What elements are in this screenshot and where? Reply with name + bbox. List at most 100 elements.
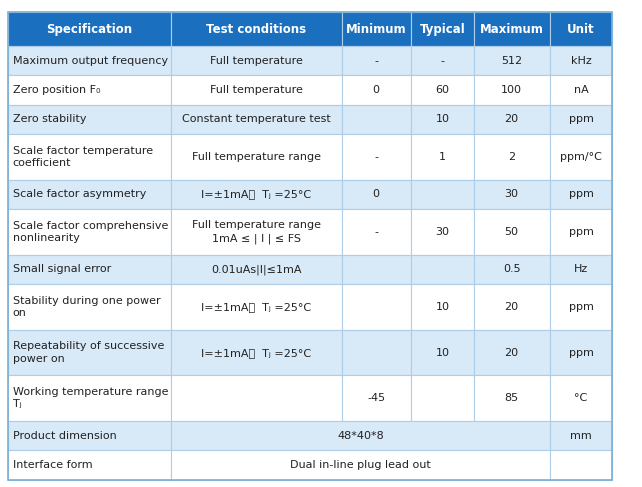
Bar [171,134,342,180]
Bar [550,209,612,255]
Bar [342,46,411,75]
Bar [474,330,550,375]
Bar [474,12,550,46]
Bar [550,12,612,46]
Bar [550,255,612,284]
Bar [411,180,474,209]
Bar [8,284,171,330]
Bar [411,284,474,330]
Bar [411,209,474,255]
Text: 10: 10 [435,114,449,125]
Text: Typical: Typical [419,22,465,36]
Text: Small signal error: Small signal error [13,264,111,275]
Bar [550,284,612,330]
Text: -: - [374,227,378,237]
Text: °C: °C [575,393,587,403]
Bar [342,209,411,255]
Bar [474,284,550,330]
Bar [474,134,550,180]
Text: -: - [440,56,444,66]
Bar [342,105,411,134]
Bar [550,46,612,75]
Text: 10: 10 [435,348,449,357]
Bar [342,375,411,421]
Bar [474,255,550,284]
Text: Interface form: Interface form [13,460,92,470]
Text: 0: 0 [373,85,379,95]
Bar [474,75,550,105]
Bar [171,421,550,450]
Text: 0.01uAs|I|≤1mA: 0.01uAs|I|≤1mA [211,264,302,275]
Bar [411,75,474,105]
Bar [474,375,550,421]
Bar [474,46,550,75]
Bar [411,12,474,46]
Bar [342,330,411,375]
Text: Full temperature range
1mA ≤ | I | ≤ FS: Full temperature range 1mA ≤ | I | ≤ FS [192,220,321,244]
Text: Scale factor asymmetry: Scale factor asymmetry [13,189,146,200]
Text: Product dimension: Product dimension [13,431,117,441]
Bar [550,75,612,105]
Text: Test conditions: Test conditions [207,22,306,36]
Text: Constant temperature test: Constant temperature test [182,114,331,125]
Bar [171,180,342,209]
Text: 20: 20 [505,114,519,125]
Text: Maximum output frequency: Maximum output frequency [13,56,168,66]
Text: ppm/°C: ppm/°C [560,152,602,162]
Bar [8,421,171,450]
Bar [411,134,474,180]
Text: kHz: kHz [571,56,591,66]
Text: 0: 0 [373,189,379,200]
Bar [8,209,171,255]
Text: Stability during one power
on: Stability during one power on [13,296,160,318]
Text: 50: 50 [505,227,519,237]
Text: Repeatability of successive
power on: Repeatability of successive power on [13,341,164,364]
Bar [342,180,411,209]
Bar [550,105,612,134]
Text: I=±1mA，  Tⱼ =25°C: I=±1mA， Tⱼ =25°C [202,348,311,357]
Text: 0.5: 0.5 [503,264,521,275]
Text: Hz: Hz [574,264,588,275]
Text: 1: 1 [439,152,446,162]
Bar [474,105,550,134]
Text: 48*40*8: 48*40*8 [337,431,384,441]
Text: nA: nA [574,85,588,95]
Bar [342,134,411,180]
Text: 20: 20 [505,348,519,357]
Bar [171,284,342,330]
Text: Specification: Specification [46,22,133,36]
Bar [342,284,411,330]
Bar [550,330,612,375]
Text: ppm: ppm [569,189,593,200]
Bar [171,375,342,421]
Text: 512: 512 [501,56,522,66]
Text: Zero position F₀: Zero position F₀ [13,85,100,95]
Bar [8,255,171,284]
Bar [8,180,171,209]
Text: I=±1mA，  Tⱼ =25°C: I=±1mA， Tⱼ =25°C [202,302,311,312]
Bar [550,375,612,421]
Bar [411,105,474,134]
Bar [474,180,550,209]
Bar [550,421,612,450]
Bar [342,255,411,284]
Bar [8,75,171,105]
Text: 2: 2 [508,152,516,162]
Bar [171,105,342,134]
Text: 30: 30 [435,227,449,237]
Text: 10: 10 [435,302,449,312]
Text: 30: 30 [505,189,519,200]
Text: 20: 20 [505,302,519,312]
Text: -: - [374,56,378,66]
Text: -: - [374,152,378,162]
Text: ppm: ppm [569,302,593,312]
Bar [171,46,342,75]
Bar [550,450,612,480]
Bar [474,209,550,255]
Bar [171,209,342,255]
Bar [411,330,474,375]
Text: Full temperature: Full temperature [210,85,303,95]
Bar [171,75,342,105]
Text: Unit: Unit [567,22,595,36]
Bar [8,330,171,375]
